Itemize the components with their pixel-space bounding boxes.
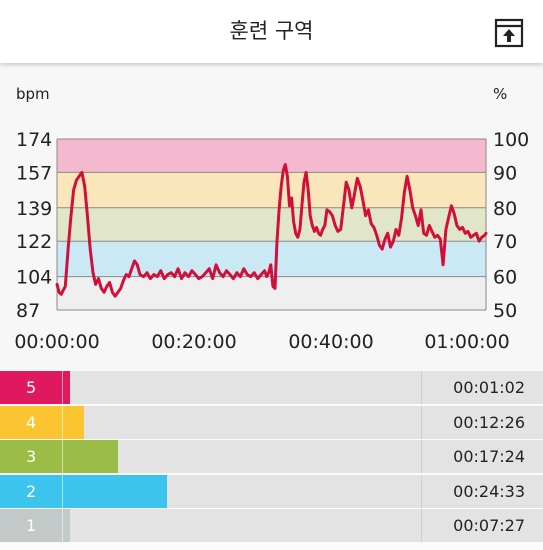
zone-number: 3: [26, 447, 37, 466]
x-tick: 00:20:00: [151, 331, 236, 353]
zone-time-divider: [421, 440, 422, 473]
zone-row-4: 4 00:12:26: [0, 405, 543, 439]
heart-rate-line: [55, 163, 488, 298]
zone-bar-2: [0, 474, 167, 508]
y-tick-right: 90: [493, 162, 517, 184]
y-tick-right: 80: [493, 198, 517, 220]
zone-band-5: [57, 139, 486, 173]
y-tick-left: 87: [16, 300, 40, 322]
zone-bar-1: [0, 509, 70, 542]
y-tick-right: 60: [493, 267, 517, 289]
y-tick-right: 70: [493, 231, 517, 253]
heart-rate-chart: bpm % 174 157 139 122 104 87 100 90 80 70 60 50 00:0…: [0, 63, 543, 370]
zone-label-divider: [62, 371, 63, 404]
y-tick-left: 122: [16, 231, 52, 253]
zone-row-2: 2 00:24:33: [0, 474, 543, 508]
zone-row-3: 3 00:17:24: [0, 440, 543, 473]
app-header: 훈련 구역: [0, 0, 543, 63]
zone-row-1: 1 00:07:27: [0, 509, 543, 542]
chart-plot: 174 157 139 122 104 87 100 90 80 70 60 50 00:00:00 00…: [14, 129, 529, 353]
zone-time: 00:01:02: [453, 378, 525, 397]
zone-label-divider: [62, 474, 63, 508]
y-tick-left: 174: [16, 129, 52, 151]
zone-bar-3: [0, 440, 118, 473]
y-tick-left: 157: [16, 162, 52, 184]
zone-row-5: 5 00:01:02: [0, 371, 543, 404]
x-tick: 01:00:00: [424, 331, 509, 353]
zone-number: 1: [26, 516, 37, 535]
zone-time-divider: [421, 371, 422, 404]
page-title: 훈련 구역: [229, 19, 314, 43]
zone-time-divider: [421, 509, 422, 542]
zone-band-4: [57, 172, 486, 208]
y-tick-left: 139: [16, 198, 52, 220]
x-tick: 00:40:00: [288, 331, 373, 353]
y-tick-right: 50: [493, 300, 517, 322]
zone-bar-5: [0, 371, 70, 404]
zone-label-divider: [62, 405, 63, 439]
zone-time: 00:12:26: [453, 412, 525, 432]
zone-number: 5: [26, 378, 37, 397]
zone-time-divider: [421, 474, 422, 508]
zone-number: 2: [26, 481, 37, 501]
zone-time: 00:17:24: [453, 447, 525, 466]
y-tick-right: 100: [493, 129, 529, 151]
zone-label-divider: [62, 440, 63, 473]
zone-time-divider: [421, 405, 422, 439]
export-icon[interactable]: [494, 18, 524, 48]
left-axis-unit: bpm: [16, 85, 50, 103]
y-tick-left: 104: [16, 267, 52, 289]
right-axis-unit: %: [493, 85, 508, 103]
zone-time: 00:24:33: [453, 481, 525, 501]
zone-bar-4: [0, 405, 84, 439]
zone-number: 4: [26, 412, 37, 432]
zone-label-divider: [62, 509, 63, 542]
zone-time: 00:07:27: [453, 516, 525, 535]
x-tick: 00:00:00: [14, 331, 99, 353]
